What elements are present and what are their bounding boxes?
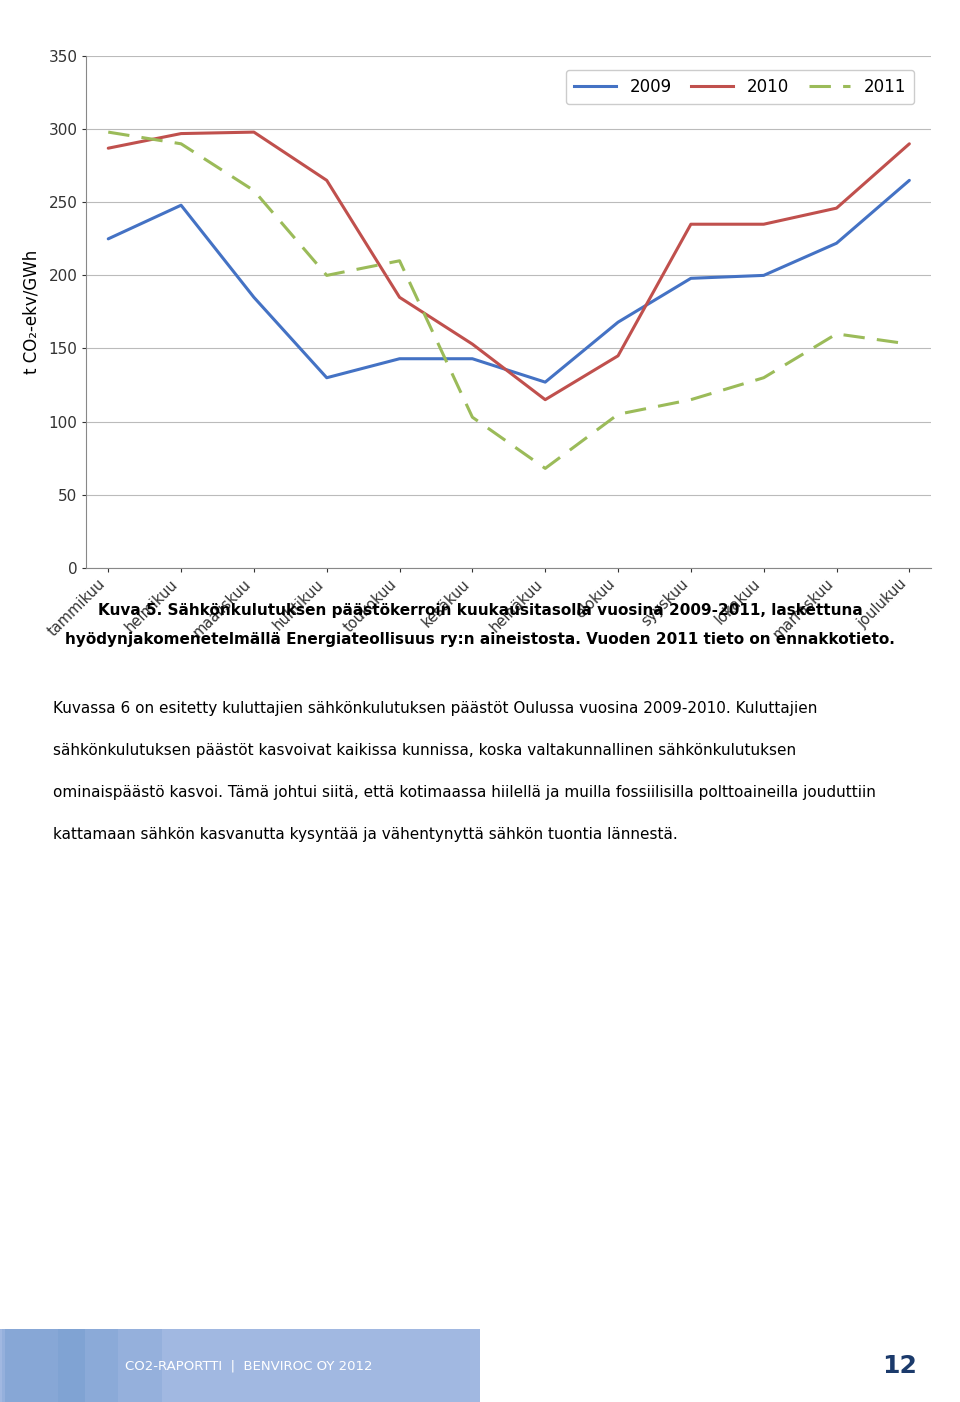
Text: CO2-RAPORTTI  |  BENVIROC OY 2012: CO2-RAPORTTI | BENVIROC OY 2012 [125,1359,372,1373]
Text: hyödynjakomenetelmällä Energiateollisuus ry:n aineistosta. Vuoden 2011 tieto on : hyödynjakomenetelmällä Energiateollisuus… [65,632,895,648]
Text: Kuva 5. Sähkönkulutuksen päästökerroin kuukausitasolla vuosina 2009-2011, lasket: Kuva 5. Sähkönkulutuksen päästökerroin k… [98,603,862,618]
Text: kattamaan sähkön kasvanutta kysyntää ja vähentynyttä sähkön tuontia lännestä.: kattamaan sähkön kasvanutta kysyntää ja … [53,827,678,843]
Circle shape [58,0,162,1402]
Text: ominaispäästö kasvoi. Tämä johtui siitä, että kotimaassa hiilellä ja muilla foss: ominaispäästö kasvoi. Tämä johtui siitä,… [53,785,876,801]
Circle shape [5,0,85,1402]
Y-axis label: t CO₂-ekv/GWh: t CO₂-ekv/GWh [22,250,40,374]
Bar [0,1329,480,1402]
Text: Kuvassa 6 on esitetty kuluttajien sähkönkulutuksen päästöt Oulussa vuosina 2009-: Kuvassa 6 on esitetty kuluttajien sähkön… [53,701,817,716]
Text: 12: 12 [882,1353,917,1378]
Text: sähkönkulutuksen päästöt kasvoivat kaikissa kunnissa, koska valtakunnallinen säh: sähkönkulutuksen päästöt kasvoivat kaiki… [53,743,796,758]
Legend: 2009, 2010, 2011: 2009, 2010, 2011 [566,70,915,104]
Circle shape [2,0,118,1402]
